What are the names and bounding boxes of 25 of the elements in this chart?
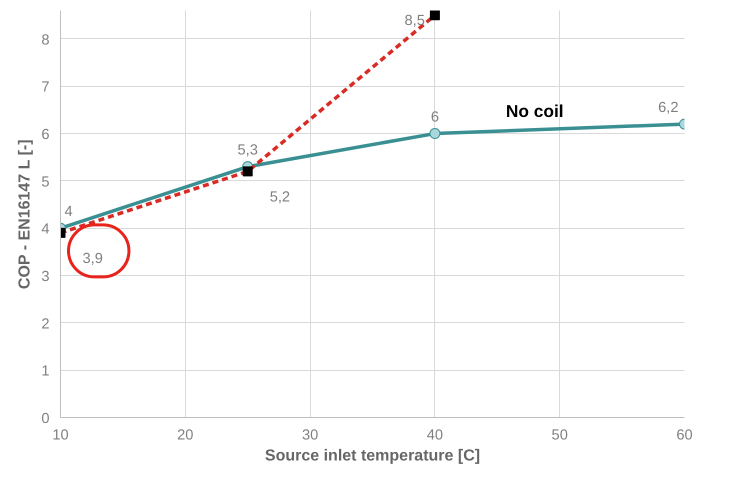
y-tick-label: 0 — [41, 411, 50, 427]
x-tick-label: 60 — [676, 428, 693, 444]
x-tick-label: 20 — [177, 428, 194, 444]
data-label: 5,2 — [270, 189, 290, 206]
y-tick-label: 8 — [41, 32, 50, 48]
data-label: 5,3 — [238, 142, 258, 159]
data-label: 3,9 — [82, 250, 103, 267]
y-tick-label: 2 — [41, 316, 50, 332]
data-label: 8,5 — [404, 13, 425, 30]
data-label: 4 — [64, 204, 73, 220]
y-tick-label: 4 — [41, 222, 50, 238]
y-tick-label: 6 — [41, 127, 50, 144]
x-tick-label: 10 — [52, 428, 69, 444]
y-tick-label: 5 — [41, 174, 50, 190]
data-label: 6,2 — [658, 100, 678, 116]
series-label: No coil — [506, 100, 564, 121]
x-axis-title: Source inlet temperature [C] — [264, 448, 480, 464]
y-axis-title: COP - EN16147 L [-] — [16, 139, 34, 290]
y-tick-label: 7 — [41, 80, 50, 96]
x-tick-label: 50 — [552, 428, 568, 444]
data-label: 6 — [430, 110, 439, 126]
x-tick-label: 30 — [302, 428, 318, 444]
y-tick-label: 3 — [41, 269, 50, 286]
x-tick-label: 40 — [426, 428, 444, 444]
y-tick-label: 1 — [41, 364, 50, 380]
